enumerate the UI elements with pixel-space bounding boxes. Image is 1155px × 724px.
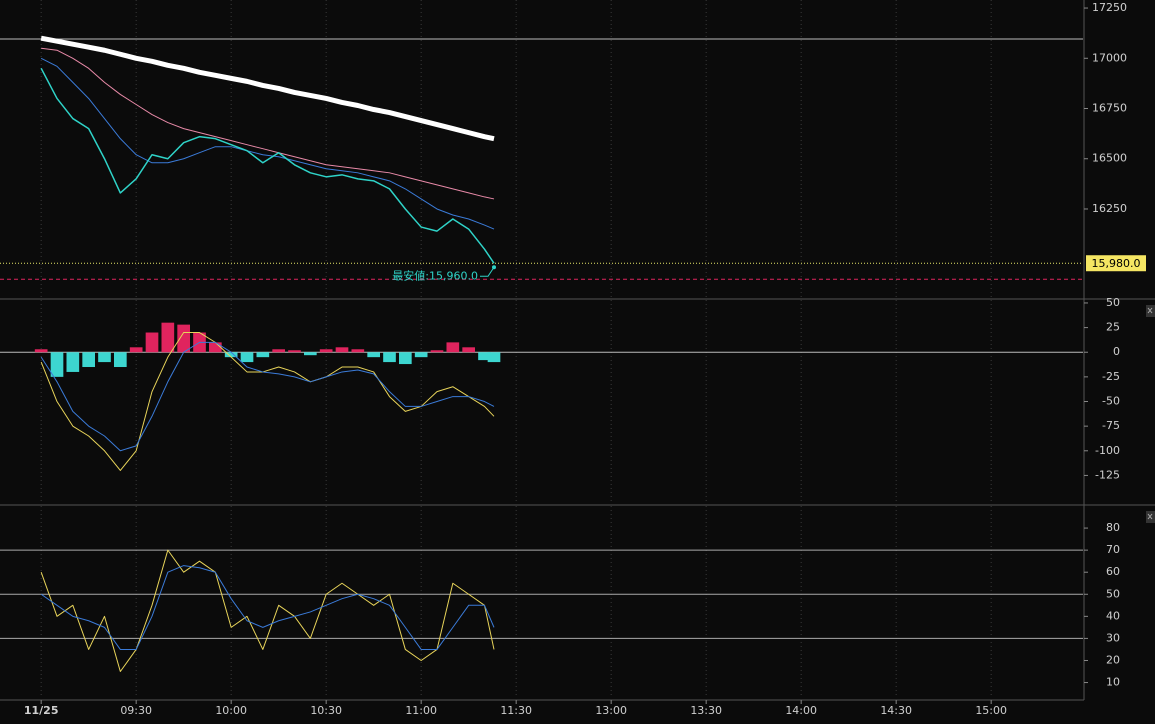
histogram-bar: [98, 352, 111, 363]
histogram-bar: [304, 352, 317, 356]
y-tick-label: 40: [1106, 609, 1120, 622]
y-tick-label: 50: [1106, 587, 1120, 600]
histogram-bar: [82, 352, 95, 368]
y-tick-label: 60: [1106, 565, 1120, 578]
histogram-bar: [145, 332, 159, 353]
histogram-bar: [335, 347, 349, 353]
y-tick-label: 10: [1106, 676, 1120, 689]
y-tick-label: 16750: [1092, 102, 1127, 115]
y-tick-label: -100: [1095, 444, 1120, 457]
histogram-bar: [34, 349, 48, 353]
histogram-bar: [487, 352, 501, 363]
x-tick-label: 11:00: [405, 704, 437, 717]
x-tick-label: 14:30: [880, 704, 912, 717]
histogram-bar: [319, 349, 333, 353]
y-tick-label: -25: [1102, 370, 1120, 383]
histogram-bar: [399, 352, 412, 365]
histogram-bar: [209, 342, 222, 353]
series-line: [40, 67, 495, 264]
last-price-box: [1086, 255, 1146, 272]
histogram-bar: [224, 352, 238, 358]
y-tick-label: 16250: [1092, 202, 1127, 215]
histogram-bar: [430, 350, 444, 353]
histogram-bar: [114, 352, 127, 368]
y-tick-label: 70: [1106, 543, 1120, 556]
y-tick-label: 17250: [1092, 1, 1127, 14]
x-tick-label: 13:00: [595, 704, 627, 717]
y-tick-label: 25: [1106, 321, 1120, 334]
y-tick-label: 80: [1106, 521, 1120, 534]
low-leader: [480, 266, 495, 277]
close-button[interactable]: [1146, 305, 1155, 317]
histogram-bar: [256, 352, 270, 358]
histogram-bar: [272, 349, 285, 353]
x-tick-label: 10:30: [310, 704, 342, 717]
x-tick-label: 09:30: [120, 704, 152, 717]
y-tick-label: 16500: [1092, 152, 1127, 165]
y-tick-label: 30: [1106, 631, 1120, 644]
last-price-label: 15,980.0: [1092, 257, 1141, 270]
series-line: [40, 549, 495, 673]
y-tick-label: -125: [1095, 468, 1120, 481]
y-tick-label: 20: [1106, 653, 1120, 666]
x-tick-label: 14:00: [785, 704, 817, 717]
y-tick-label: -75: [1102, 419, 1120, 432]
y-tick-label: 17000: [1092, 51, 1127, 64]
y-tick-label: -50: [1102, 395, 1120, 408]
histogram-bar: [288, 350, 301, 353]
low-label: 最安値:15,960.0: [392, 268, 478, 282]
histogram-bar: [414, 352, 428, 358]
series-line: [41, 47, 495, 200]
y-tick-label: 50: [1106, 296, 1120, 309]
histogram-bar: [367, 352, 380, 358]
x-tick-label: 11/25: [24, 704, 59, 717]
series-line: [40, 57, 495, 230]
histogram-bar: [240, 352, 254, 363]
histogram-bar: [66, 352, 80, 372]
series-line: [40, 35, 495, 142]
histogram-bar: [462, 347, 475, 353]
y-tick-label: 0: [1113, 345, 1120, 358]
histogram-bar: [446, 342, 460, 353]
series-line: [40, 565, 495, 650]
x-tick-label: 15:00: [975, 704, 1007, 717]
histogram-bar: [351, 349, 365, 353]
series-line: [40, 341, 495, 452]
histogram-bar: [383, 352, 396, 363]
series-line: [40, 332, 495, 471]
x-tick-label: 10:00: [215, 704, 247, 717]
histogram-bar: [478, 352, 491, 361]
histogram-bar: [161, 322, 175, 353]
histogram-bar: [177, 324, 190, 353]
close-button[interactable]: [1146, 511, 1155, 523]
x-tick-label: 11:30: [500, 704, 532, 717]
x-tick-label: 13:30: [690, 704, 722, 717]
histogram-bar: [129, 347, 143, 353]
histogram-bar: [50, 352, 64, 377]
